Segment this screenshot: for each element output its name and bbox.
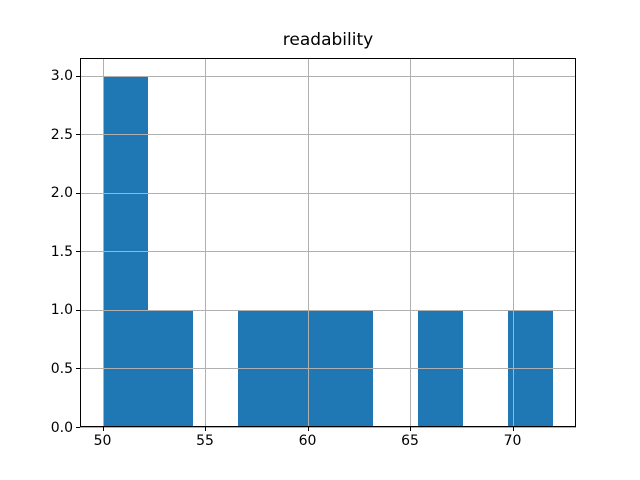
grid-layer — [80, 58, 576, 428]
y-tick-mark — [76, 427, 80, 428]
y-tick-label: 0.0 — [50, 419, 73, 436]
y-tick-mark — [76, 368, 80, 370]
x-tick-label: 60 — [298, 433, 317, 449]
x-tick-mark — [512, 427, 514, 431]
y-tick-mark — [76, 251, 80, 253]
x-tick-label: 50 — [93, 433, 112, 449]
y-tick-label: 3.0 — [50, 68, 73, 85]
x-tick-mark — [410, 427, 411, 431]
vertical-gridline — [205, 58, 206, 427]
vertical-gridline — [512, 58, 514, 427]
y-tick-mark — [76, 309, 80, 311]
y-tick-label: 0.5 — [50, 360, 73, 377]
y-tick-label: 2.0 — [50, 185, 73, 202]
x-tick-label: 55 — [196, 433, 214, 449]
x-tick-label: 70 — [503, 433, 522, 449]
y-tick-mark — [76, 75, 80, 77]
vertical-gridline — [102, 58, 104, 427]
axes-spines — [80, 58, 576, 427]
horizontal-gridline — [80, 427, 576, 428]
y-tick-label: 1.0 — [50, 302, 73, 319]
y-tick-label: 1.5 — [50, 243, 73, 260]
x-tick-mark — [205, 427, 206, 431]
horizontal-gridline — [80, 134, 576, 136]
plot-area — [80, 58, 576, 428]
horizontal-gridline — [80, 309, 576, 311]
y-tick-mark — [76, 192, 80, 194]
y-tick-label: 2.5 — [50, 126, 73, 143]
vertical-gridline — [410, 58, 411, 427]
vertical-gridline — [307, 58, 309, 427]
x-tick-label: 65 — [401, 433, 419, 449]
x-tick-mark — [102, 427, 104, 431]
y-tick-mark — [76, 134, 80, 136]
horizontal-gridline — [80, 368, 576, 370]
horizontal-gridline — [80, 192, 576, 194]
horizontal-gridline — [80, 251, 576, 253]
chart-title: readability — [282, 30, 374, 50]
x-tick-mark — [307, 427, 309, 431]
horizontal-gridline — [80, 75, 576, 77]
